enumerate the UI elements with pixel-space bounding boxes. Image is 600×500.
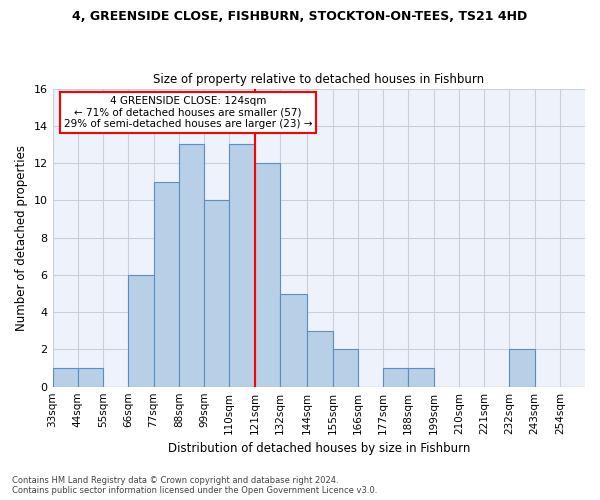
Bar	[280, 294, 307, 386]
Y-axis label: Number of detached properties: Number of detached properties	[15, 144, 28, 330]
Bar	[383, 368, 408, 386]
Bar	[78, 368, 103, 386]
Text: Contains HM Land Registry data © Crown copyright and database right 2024.
Contai: Contains HM Land Registry data © Crown c…	[12, 476, 377, 495]
Bar	[254, 163, 280, 386]
Bar	[229, 144, 254, 386]
Bar	[179, 144, 204, 386]
Bar	[154, 182, 179, 386]
Bar	[408, 368, 434, 386]
Title: Size of property relative to detached houses in Fishburn: Size of property relative to detached ho…	[153, 73, 484, 86]
Bar	[509, 350, 535, 387]
Bar	[332, 350, 358, 387]
Text: 4 GREENSIDE CLOSE: 124sqm
← 71% of detached houses are smaller (57)
29% of semi-: 4 GREENSIDE CLOSE: 124sqm ← 71% of detac…	[64, 96, 312, 129]
Bar	[53, 368, 78, 386]
X-axis label: Distribution of detached houses by size in Fishburn: Distribution of detached houses by size …	[167, 442, 470, 455]
Bar	[307, 331, 332, 386]
Bar	[128, 275, 154, 386]
Text: 4, GREENSIDE CLOSE, FISHBURN, STOCKTON-ON-TEES, TS21 4HD: 4, GREENSIDE CLOSE, FISHBURN, STOCKTON-O…	[73, 10, 527, 23]
Bar	[204, 200, 229, 386]
